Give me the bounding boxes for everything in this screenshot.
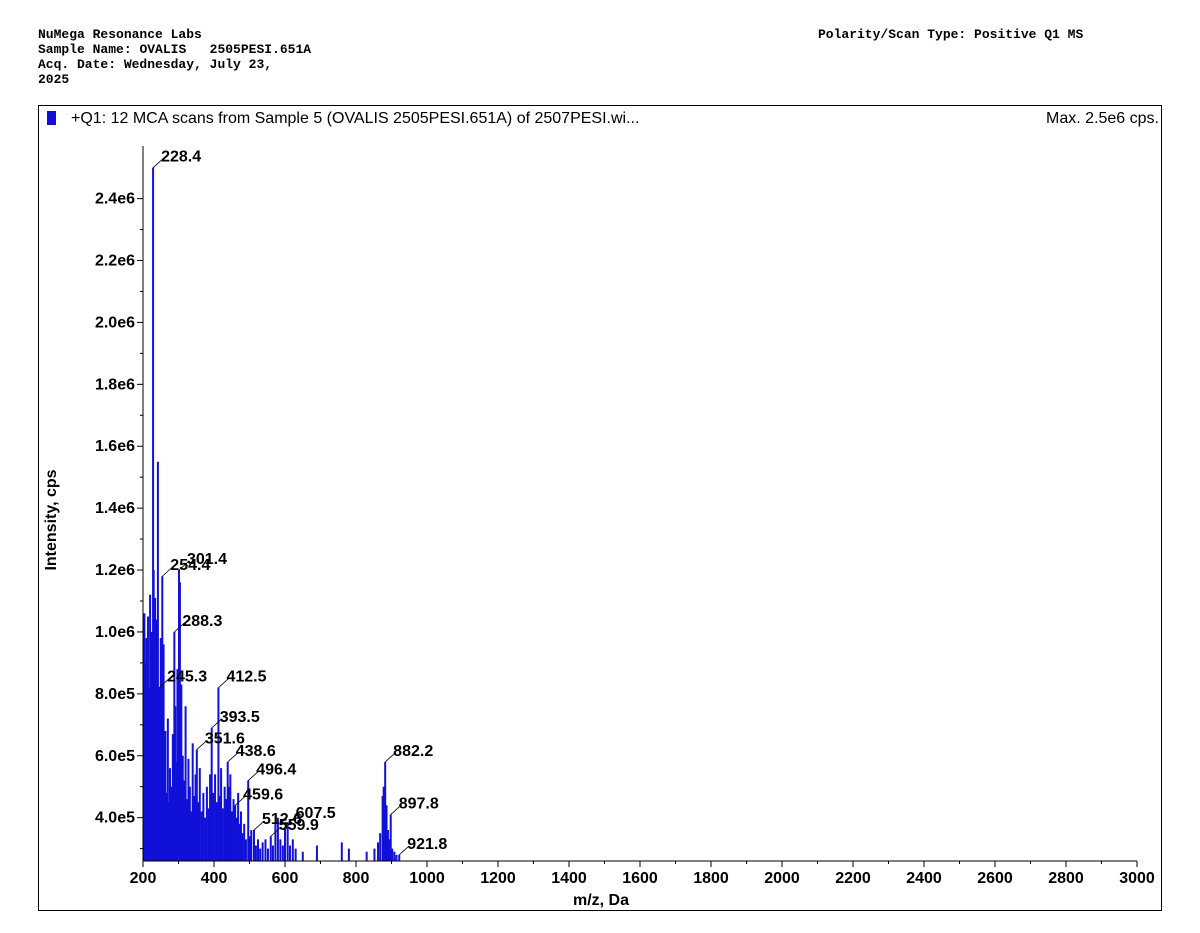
- spectrum-frame: +Q1: 12 MCA scans from Sample 5 (OVALIS …: [38, 105, 1162, 911]
- annotation-254.4: 254.4: [170, 557, 210, 574]
- x-tick-label-3000: 3000: [1119, 870, 1155, 887]
- y-tick-label-1.2e6: 1.2e6: [95, 562, 135, 579]
- spectrum-chart: +Q1: 12 MCA scans from Sample 5 (OVALIS …: [43, 110, 1159, 909]
- x-axis: 200 400 600 800 1000 1200 1400 1600 1800 2000 2200…: [130, 860, 1155, 887]
- x-tick-label-2000: 2000: [764, 870, 800, 887]
- annotation-559.9: 559.9: [279, 817, 319, 834]
- annotation-leader-254.4: [162, 566, 173, 577]
- x-tick-label-2600: 2600: [977, 870, 1013, 887]
- x-tick-label-800: 800: [343, 870, 370, 887]
- acq-date-label: Acq. Date:: [38, 57, 117, 72]
- x-axis-label: m/z, Da: [573, 892, 629, 909]
- annotation-leader-512.6: [253, 820, 265, 831]
- annotation-leader-438.6: [227, 752, 238, 763]
- annotation-228.4: 228.4: [161, 149, 201, 166]
- annotation-882.2: 882.2: [393, 743, 433, 760]
- annotation-921.8: 921.8: [407, 836, 447, 853]
- y-tick-label-1.4e6: 1.4e6: [95, 500, 135, 517]
- x-tick-label-200: 200: [130, 870, 157, 887]
- acq-date-line1: Wednesday, July 23,: [123, 57, 273, 72]
- annotation-leader-559.9: [270, 826, 282, 837]
- annotation-245.3: 245.3: [167, 669, 207, 686]
- x-tick-label-1400: 1400: [551, 870, 587, 887]
- annotation-897.8: 897.8: [399, 796, 439, 813]
- annotation-leader-459.6: [234, 795, 246, 806]
- annotation-leader-301.4: [178, 560, 190, 571]
- annotation-leader-228.4: [152, 158, 164, 168]
- annotation-leader-882.2: [384, 752, 396, 763]
- annotation-leader-245.3: [158, 678, 170, 688]
- y-tick-label-2.4e6: 2.4e6: [95, 191, 135, 208]
- acq-date-line2: 2025: [38, 72, 70, 87]
- lab-name: NuMega Resonance Labs: [38, 27, 202, 42]
- report-header: NuMega Resonance Labs Sample Name: OVALI…: [38, 27, 311, 87]
- annotation-393.5: 393.5: [220, 709, 260, 726]
- y-axis-label: Intensity, cps: [43, 469, 60, 570]
- annotation-459.6: 459.6: [243, 786, 283, 803]
- annotation-412.5: 412.5: [226, 669, 266, 686]
- annotation-leader-412.5: [218, 678, 229, 688]
- y-axis: 4.0e5 6.0e5 8.0e5 1.0e6 1.2e6 1.4e6 1.6e6 1.8e6…: [95, 146, 144, 861]
- sample-name: OVALIS 2505PESI.651A: [139, 42, 312, 57]
- x-tick-label-2800: 2800: [1048, 870, 1084, 887]
- y-tick-label-2.0e6: 2.0e6: [95, 314, 135, 331]
- x-tick-label-1000: 1000: [409, 870, 445, 887]
- chart-title: +Q1: 12 MCA scans from Sample 5 (OVALIS …: [71, 110, 639, 127]
- annotation-512.6: 512.6: [262, 811, 302, 828]
- annotation-438.6: 438.6: [236, 743, 276, 760]
- x-tick-label-2200: 2200: [835, 870, 871, 887]
- y-tick-label-1.6e6: 1.6e6: [95, 438, 135, 455]
- y-tick-label-2.2e6: 2.2e6: [95, 253, 135, 270]
- x-tick-label-600: 600: [272, 870, 299, 887]
- annotation-301.4: 301.4: [187, 551, 227, 568]
- annotation-leader-393.5: [211, 718, 222, 729]
- annotation-leader-921.8: [398, 845, 410, 856]
- polarity-label: Polarity/Scan Type:: [818, 27, 967, 42]
- legend-swatch: [47, 111, 56, 125]
- annotation-288.3: 288.3: [182, 613, 222, 630]
- annotation-leader-496.4: [247, 771, 259, 781]
- sample-label: Sample Name:: [38, 42, 132, 57]
- annotation-351.6: 351.6: [205, 731, 245, 748]
- annotation-leader-607.5: [287, 814, 298, 825]
- polarity-value: Positive Q1 MS: [974, 27, 1084, 42]
- y-tick-label-8.0e5: 8.0e5: [95, 686, 135, 703]
- y-tick-label-4.0e5: 4.0e5: [95, 810, 135, 827]
- x-tick-label-1600: 1600: [622, 870, 658, 887]
- annotation-leader-288.3: [174, 622, 185, 633]
- annotation-607.5: 607.5: [296, 805, 336, 822]
- x-tick-label-2400: 2400: [906, 870, 942, 887]
- y-tick-label-1.8e6: 1.8e6: [95, 376, 135, 393]
- y-tick-label-6.0e5: 6.0e5: [95, 748, 135, 765]
- y-tick-label-1.0e6: 1.0e6: [95, 624, 135, 641]
- x-tick-label-1800: 1800: [693, 870, 729, 887]
- annotation-leader-897.8: [390, 805, 401, 815]
- max-intensity-label: Max. 2.5e6 cps.: [1046, 110, 1159, 127]
- x-tick-label-400: 400: [201, 870, 228, 887]
- x-tick-label-1200: 1200: [480, 870, 516, 887]
- annotation-496.4: 496.4: [256, 762, 296, 779]
- peak-bars: [142, 167, 401, 861]
- polarity-header: Polarity/Scan Type: Positive Q1 MS: [818, 27, 1083, 42]
- annotation-leader-351.6: [196, 740, 208, 750]
